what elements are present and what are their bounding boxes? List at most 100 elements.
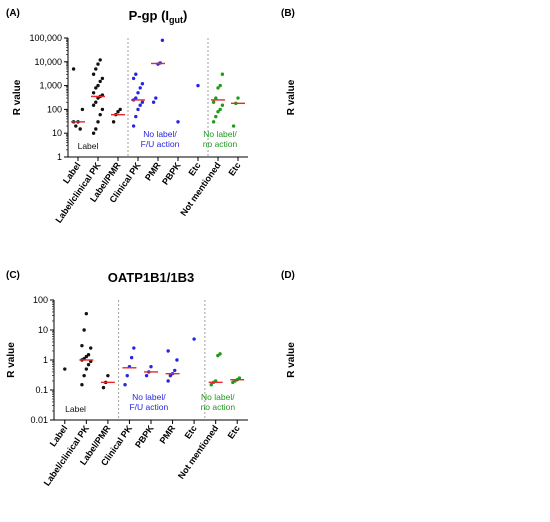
y-tick-label: 10 [38, 325, 48, 335]
data-point [176, 120, 180, 124]
data-point [140, 100, 145, 104]
data-point [136, 91, 140, 95]
data-point [80, 107, 85, 112]
y-axis-label: R value [12, 79, 23, 115]
x-tick-label: Not mentioned [176, 423, 220, 480]
x-tick-label: Etc [186, 160, 202, 177]
data-point [78, 127, 82, 131]
x-tick-label: PMR [158, 423, 178, 446]
group-label: Label [65, 404, 86, 414]
data-point [71, 67, 76, 71]
data-point [63, 367, 67, 371]
data-point [89, 346, 93, 350]
data-point [160, 38, 165, 43]
y-tick-label: 0.01 [30, 415, 48, 425]
data-point [220, 72, 225, 76]
data-point [166, 349, 170, 353]
chart-panel-b: (B)BCRP (Igut)R value1101001,00010,00010… [281, 8, 297, 115]
data-point [192, 337, 196, 341]
x-tick-label: Etc [226, 423, 242, 440]
data-point [196, 83, 200, 88]
data-point [96, 83, 100, 88]
panel-title: P-gp (Igut) [129, 8, 188, 25]
data-point [84, 311, 89, 316]
data-point [216, 110, 220, 114]
data-point [129, 355, 134, 360]
data-point [94, 67, 98, 71]
data-point [118, 107, 122, 112]
data-point [144, 373, 149, 378]
data-point [94, 100, 98, 104]
data-point [211, 100, 216, 104]
data-point [91, 72, 96, 76]
data-point [91, 131, 96, 135]
data-point [125, 373, 129, 378]
data-point [98, 79, 102, 84]
data-point [80, 343, 84, 348]
data-point [140, 82, 145, 86]
data-point [209, 383, 213, 387]
data-point [86, 362, 91, 367]
panel-letter: (D) [281, 270, 295, 281]
data-point [116, 110, 120, 114]
x-tick-label: Label [48, 423, 70, 448]
data-point [211, 120, 216, 124]
y-axis-label: R value [286, 79, 297, 115]
data-point [134, 114, 138, 119]
group-label: No label/no action [201, 392, 236, 412]
y-tick-label: 100 [47, 104, 62, 114]
data-point [237, 376, 242, 380]
x-tick-label: PBPK [133, 423, 156, 450]
chart-panel-c: (C) OATP1B1/1B3 R value 0.01 0.1 1 10 100 Label L… [6, 270, 248, 488]
x-tick-label: Etc [183, 423, 199, 440]
data-point [218, 107, 222, 112]
data-point [123, 383, 127, 387]
y-tick-label: 1 [43, 355, 48, 365]
data-point [236, 96, 240, 100]
x-tick-label: PMR [143, 160, 163, 183]
data-point [98, 58, 102, 62]
data-point [214, 114, 218, 119]
x-tick-label: PBPK [160, 160, 183, 187]
data-point [100, 107, 105, 112]
data-point [96, 62, 100, 66]
data-point [175, 358, 179, 362]
data-point [94, 86, 98, 90]
data-point [220, 103, 225, 107]
data-point [134, 96, 138, 100]
group-label: No label/F/U action [141, 129, 180, 149]
y-tick-label: 100 [33, 295, 48, 305]
group-label: No label/F/U action [129, 392, 168, 412]
data-point [131, 76, 136, 81]
y-tick-label: 0.1 [35, 385, 48, 395]
x-tick-label: Etc [226, 160, 242, 177]
data-point [86, 353, 91, 357]
data-point [100, 76, 105, 81]
y-tick-label: 1 [57, 152, 62, 162]
data-point [216, 86, 220, 90]
data-point [82, 328, 86, 332]
data-point [154, 96, 158, 100]
panel-letter: (B) [281, 8, 295, 19]
data-point [149, 364, 153, 369]
data-point [131, 124, 136, 128]
data-point [136, 107, 140, 112]
panel-letter: (C) [6, 270, 20, 281]
data-point [214, 96, 218, 100]
data-point [168, 373, 173, 378]
panel-title: OATP1B1/1B3 [108, 270, 194, 285]
data-point [173, 368, 177, 373]
data-point [218, 352, 222, 356]
y-axis-label: R value [286, 342, 297, 378]
data-point [82, 373, 86, 378]
data-point [96, 120, 100, 124]
data-point [111, 120, 116, 124]
data-point [151, 100, 156, 104]
data-point [98, 112, 102, 117]
data-point [231, 124, 236, 128]
y-tick-label: 10 [52, 128, 62, 138]
data-point [74, 124, 78, 128]
y-tick-label: 100,000 [29, 33, 62, 43]
data-point [138, 103, 142, 107]
